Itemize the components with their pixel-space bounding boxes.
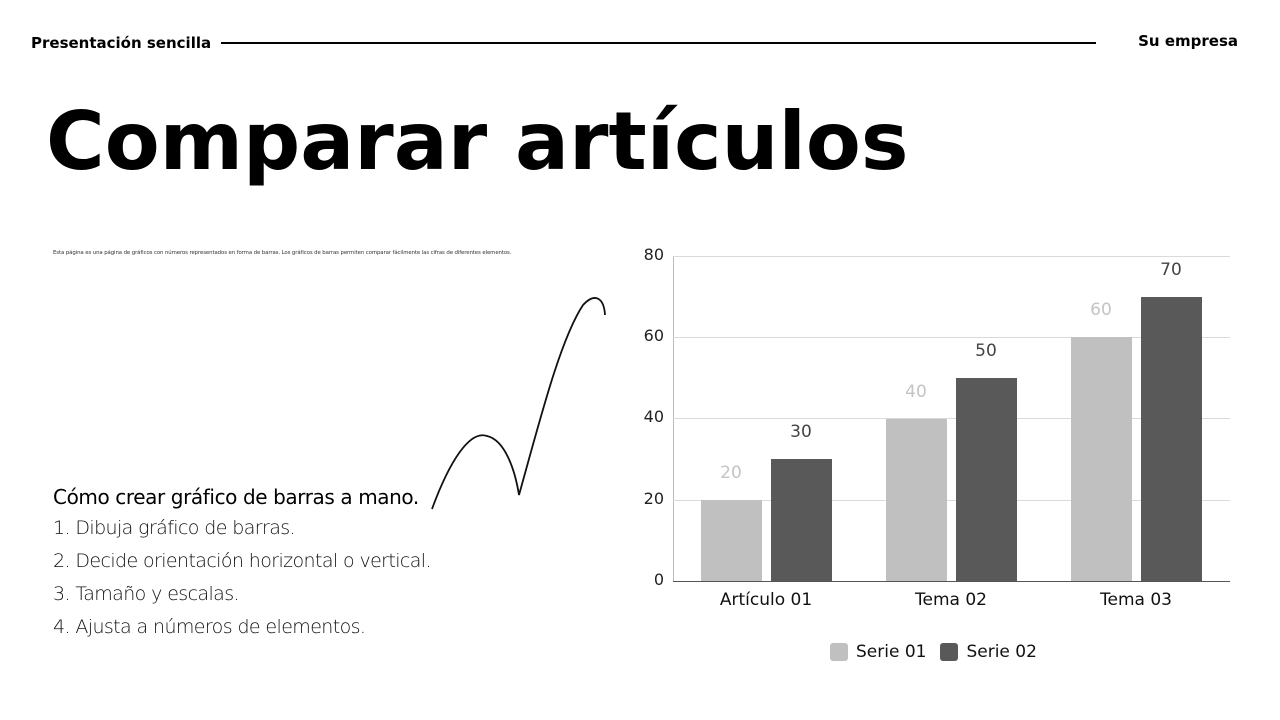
gridline-60 [673,337,1230,338]
howto-step: 3. Tamaño y escalas. [53,583,240,605]
legend-item-serie-01: Serie 01 [830,642,926,662]
x-tick-label: Tema 03 [1100,590,1172,610]
legend-swatch-serie-02 [940,643,959,661]
legend-label: Serie 01 [856,642,927,662]
y-tick-label: 20 [643,489,664,508]
howto-step: 1. Dibuja gráfico de barras. [53,517,296,539]
header-left-title: Presentación sencilla [31,34,212,52]
x-axis-line [673,581,1230,582]
bar-value-label: 60 [1090,300,1112,321]
bar-value-label: 70 [1160,259,1182,280]
bar-value-label: 20 [720,462,742,483]
bar-value-label: 30 [790,422,812,443]
howto-step: 2. Decide orientación horizontal o verti… [53,550,432,572]
chart-legend: Serie 01 Serie 02 [830,642,1043,662]
bar-value-label: 40 [905,381,927,402]
gridline-20 [673,500,1230,501]
howto-section: Cómo crear gráfico de barras a mano. 1. … [53,482,432,644]
gridline-40 [673,418,1230,419]
bar-serie-02 [1141,296,1202,581]
howto-step: 4. Ajusta a números de elementos. [53,616,366,638]
y-tick-label: 60 [643,326,664,345]
x-tick-label: Artículo 01 [719,590,813,610]
bar-serie-01 [886,418,947,581]
bar-serie-02 [771,459,832,581]
bar-chart: 80 60 40 20 0 20 40 60 30 50 70 Artículo 01 T… [630,240,1250,680]
y-tick-label: 40 [643,407,664,426]
legend-swatch-serie-01 [830,643,848,661]
y-tick-label: 80 [643,245,664,264]
howto-title: Cómo crear gráfico de barras a mano. [53,485,419,509]
header-company-name: Su empresa [1138,32,1238,50]
slide-description: Esta página es una página de gráficos co… [53,250,512,256]
legend-label: Serie 02 [966,642,1037,662]
header-divider [221,42,1096,44]
bar-serie-01 [1071,337,1132,581]
bar-serie-02 [956,377,1017,581]
x-tick-label: Tema 02 [915,590,987,610]
slide-title: Comparar artículos [46,95,909,188]
legend-item-serie-02: Serie 02 [940,642,1037,662]
y-tick-label: 0 [653,570,664,589]
bar-serie-01 [701,499,762,581]
gridline-80 [673,256,1230,257]
bar-value-label: 50 [975,340,997,361]
